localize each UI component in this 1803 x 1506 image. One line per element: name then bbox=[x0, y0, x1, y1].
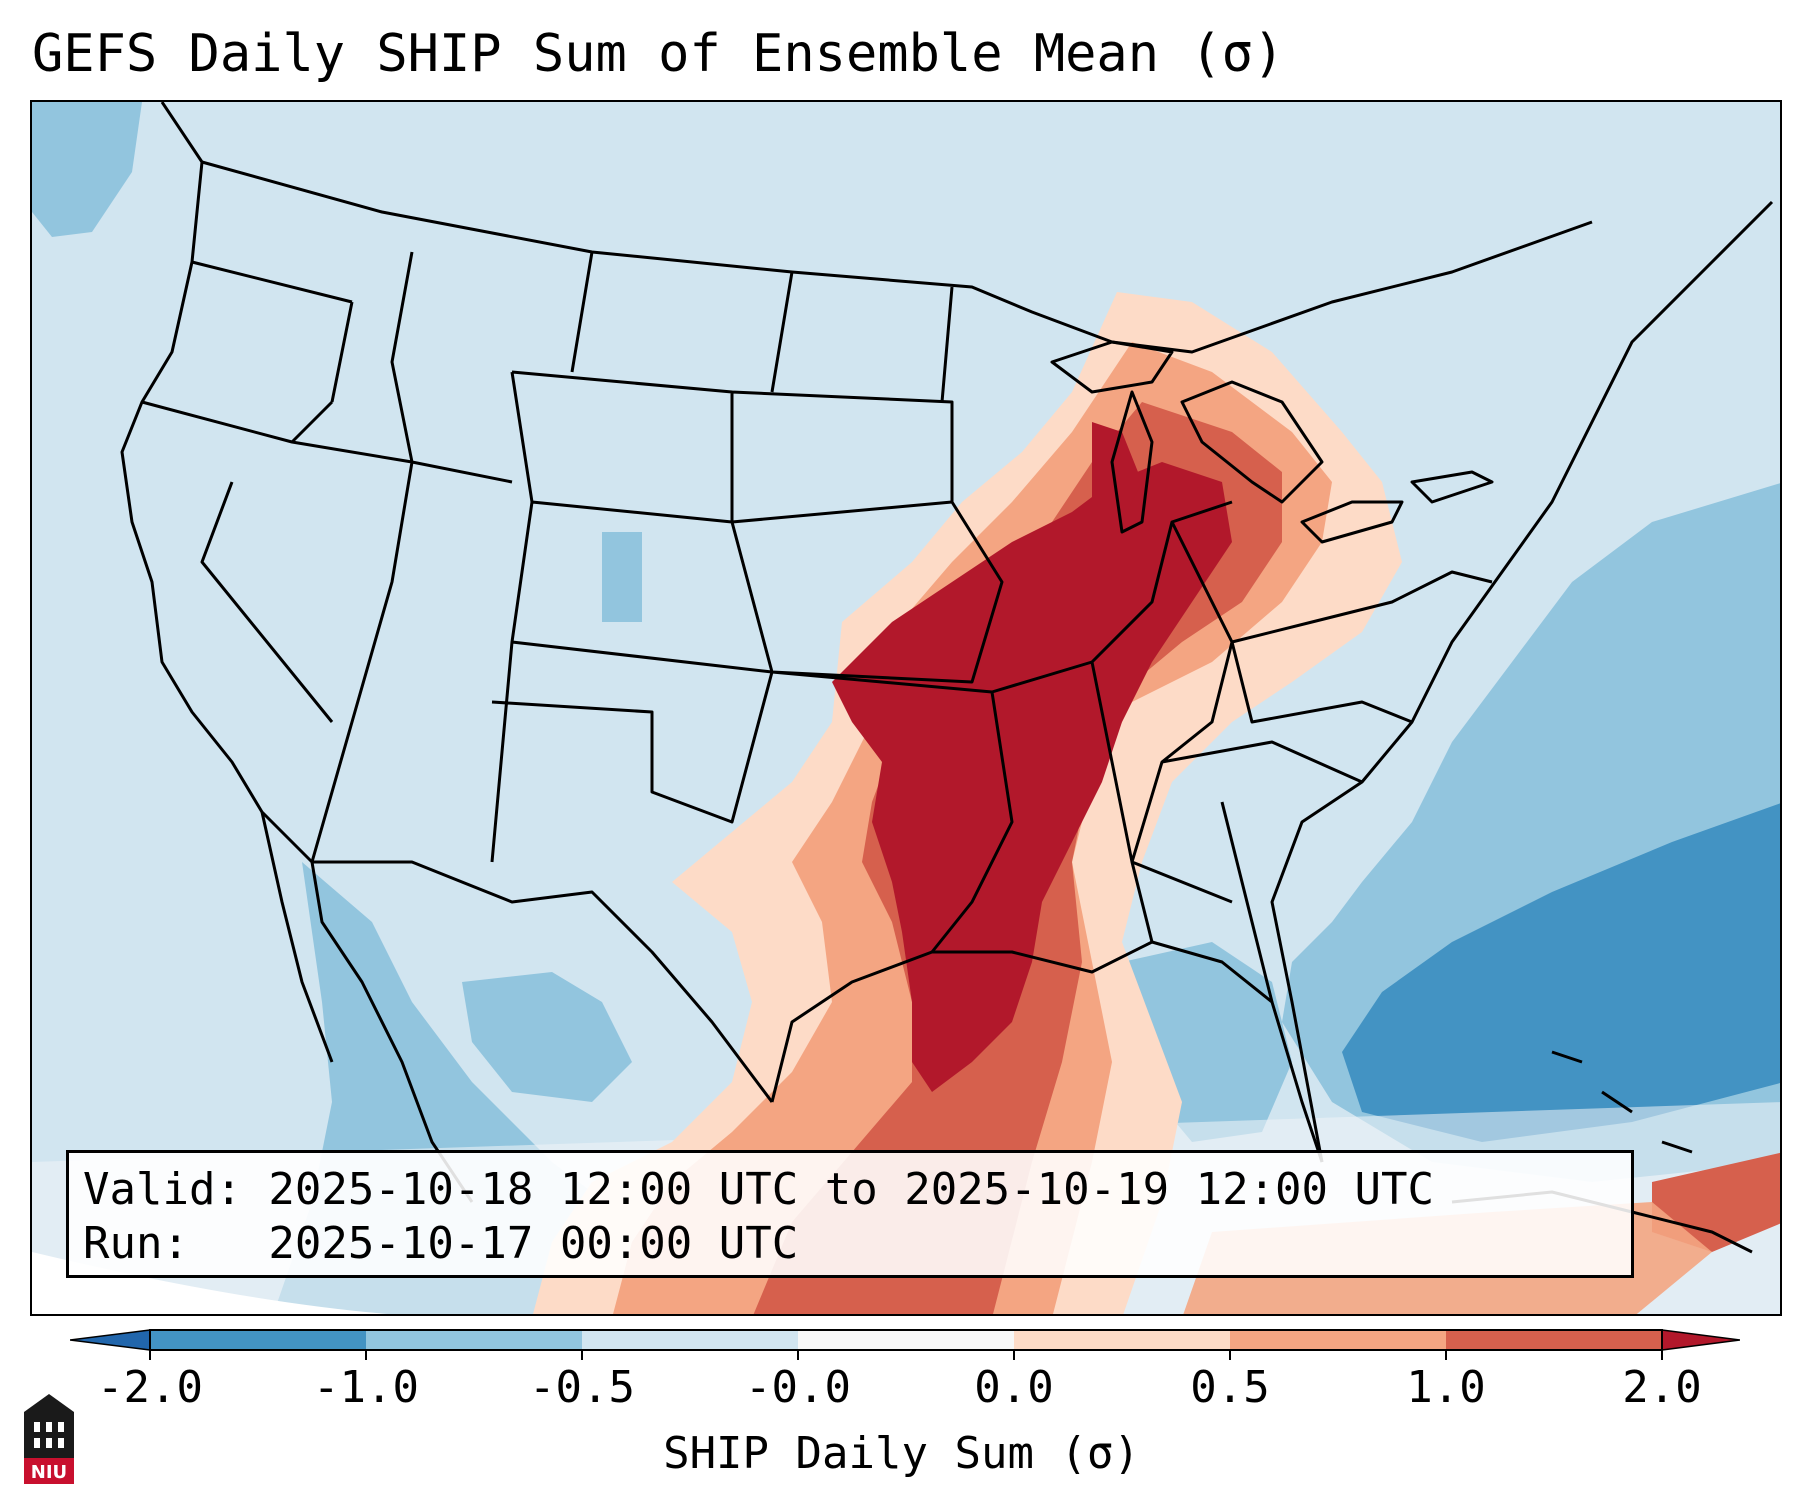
run-time: Run: 2025-10-17 00:00 UTC bbox=[83, 1218, 799, 1269]
gulf-coast bbox=[770, 940, 1324, 1163]
colorbar-tick-label: 0.0 bbox=[974, 1362, 1054, 1413]
state-lines bbox=[141, 251, 1493, 1003]
colorbar-bin-7 bbox=[1446, 1330, 1662, 1350]
colorbar-ticks bbox=[149, 1350, 1663, 1360]
colorbar-bin-6 bbox=[1230, 1330, 1446, 1350]
field-nw-negative bbox=[32, 102, 142, 237]
field-positive-core-michigan bbox=[1092, 422, 1142, 522]
colorbar-tick-label: 2.0 bbox=[1622, 1362, 1702, 1413]
colorbar-tick-label: -0.0 bbox=[745, 1362, 851, 1413]
map-panel bbox=[30, 100, 1782, 1316]
info-box: Valid: 2025-10-18 12:00 UTC to 2025-10-1… bbox=[66, 1150, 1634, 1278]
colorbar-frame bbox=[149, 1329, 1663, 1351]
colorbar-bin-4 bbox=[798, 1330, 1014, 1350]
colorbar bbox=[70, 1329, 1740, 1360]
east-coast bbox=[1270, 200, 1774, 1163]
field-atlantic-strong-negative bbox=[1342, 803, 1780, 1142]
projection-edge bbox=[32, 1252, 388, 1314]
logo-text: NIU bbox=[31, 1462, 67, 1483]
colorbar-tick-label: 0.5 bbox=[1190, 1362, 1270, 1413]
colorbar-tick-label: -1.0 bbox=[313, 1362, 419, 1413]
colorbar-tick-label: -0.5 bbox=[529, 1362, 635, 1413]
field-colorado-negative bbox=[602, 532, 642, 622]
colorbar-tick-label: 1.0 bbox=[1406, 1362, 1486, 1413]
colorbar-label: SHIP Daily Sum (σ) bbox=[663, 1428, 1140, 1479]
us-mexico-border bbox=[312, 860, 774, 1103]
anomaly-field bbox=[32, 102, 1780, 1314]
logo-banner bbox=[24, 1458, 74, 1484]
colorbar-bin-3 bbox=[582, 1330, 798, 1350]
bahamas-outline bbox=[1551, 1050, 1693, 1154]
colorbar-tick-label: -2.0 bbox=[97, 1362, 203, 1413]
colorbar-bin-2 bbox=[366, 1330, 582, 1350]
colorbar-bin-5 bbox=[1014, 1330, 1230, 1350]
field-positive-core bbox=[832, 462, 1232, 1092]
valid-time: Valid: 2025-10-18 12:00 UTC to 2025-10-1… bbox=[83, 1164, 1435, 1215]
field-mexico-negative-2 bbox=[462, 972, 632, 1102]
us-canada-border bbox=[201, 160, 1593, 354]
boundaries bbox=[120, 102, 1774, 1254]
colorbar-extend-low bbox=[70, 1329, 151, 1351]
niu-logo: NIU bbox=[24, 1394, 74, 1484]
map-title: GEFS Daily SHIP Sum of Ensemble Mean (σ) bbox=[32, 24, 1285, 84]
great-lakes bbox=[1050, 340, 1494, 544]
logo-windows bbox=[34, 1422, 64, 1448]
colorbar-bin-1 bbox=[150, 1330, 366, 1350]
colorbar-extend-high bbox=[1661, 1329, 1740, 1351]
field-caribbean-positive bbox=[1652, 1152, 1780, 1252]
